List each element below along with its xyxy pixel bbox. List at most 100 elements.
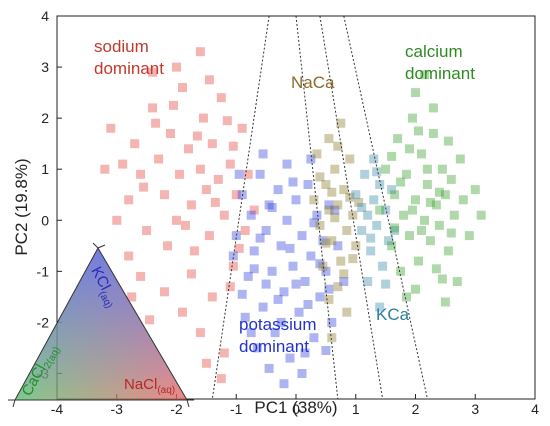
calcium-point bbox=[399, 210, 409, 220]
sodium-point bbox=[216, 93, 226, 103]
y-tick-label: 1 bbox=[41, 161, 49, 177]
calcium-point bbox=[408, 205, 417, 215]
nacagroup-point bbox=[339, 269, 349, 279]
kca-point bbox=[351, 190, 361, 200]
sodium-point bbox=[225, 282, 235, 292]
potassium-point bbox=[252, 343, 262, 353]
nacagroup-point bbox=[324, 134, 334, 144]
kca-point bbox=[363, 210, 373, 220]
potassium-point bbox=[309, 333, 319, 343]
sodium-point bbox=[216, 374, 226, 384]
nacagroup-point bbox=[342, 307, 352, 317]
calcium-point bbox=[476, 210, 486, 220]
kca-point bbox=[384, 236, 394, 246]
calcium-point bbox=[411, 88, 420, 98]
sodium-point bbox=[184, 144, 193, 154]
sodium-point bbox=[142, 226, 152, 235]
calcium-point bbox=[422, 164, 432, 174]
sodium-point bbox=[127, 292, 137, 302]
sodium-point bbox=[237, 123, 247, 133]
calcium-point bbox=[402, 292, 411, 302]
calcium-point bbox=[434, 220, 444, 230]
potassium-point bbox=[258, 149, 268, 159]
kca-point bbox=[357, 226, 367, 235]
potassium-point bbox=[315, 292, 325, 302]
sodium-point bbox=[201, 358, 211, 368]
y-axis-label: PC2 (19.8%) bbox=[12, 158, 31, 255]
sodium-point bbox=[124, 195, 134, 205]
potassium-point bbox=[333, 241, 343, 251]
sodium-point bbox=[213, 174, 223, 184]
calcium-point bbox=[390, 190, 400, 200]
potassium-point bbox=[300, 348, 310, 358]
sodium-point bbox=[139, 182, 149, 192]
calcium-point bbox=[437, 274, 447, 284]
nacagroup-point bbox=[330, 213, 340, 223]
calcium-point bbox=[440, 190, 450, 200]
nacagroup-point bbox=[315, 172, 325, 182]
potassium-point bbox=[327, 317, 337, 327]
sodium-point bbox=[228, 141, 238, 151]
x-tick-label: 4 bbox=[531, 401, 539, 417]
boundary-line-4 bbox=[343, 16, 428, 399]
sodium-point bbox=[207, 292, 217, 302]
potassium-point bbox=[285, 353, 295, 363]
y-tick-label: 2 bbox=[41, 110, 49, 126]
potassium-point bbox=[297, 369, 307, 378]
sodium-point bbox=[124, 251, 134, 261]
sodium-dominant-label: sodium dominant bbox=[94, 37, 164, 78]
y-tick-label: -2 bbox=[37, 314, 50, 330]
sodium-point bbox=[231, 190, 241, 200]
potassium-point bbox=[291, 195, 301, 205]
ternary-tick-left-down bbox=[12, 399, 16, 408]
sodium-point bbox=[175, 169, 184, 179]
nacagroup-point bbox=[342, 226, 352, 235]
nacagroup-point bbox=[336, 256, 346, 266]
y-tick-label: -1 bbox=[37, 263, 50, 279]
potassium-point bbox=[228, 251, 238, 261]
kca-point bbox=[378, 261, 388, 271]
calcium-point bbox=[446, 228, 456, 238]
sodium-point bbox=[100, 164, 110, 174]
potassium-point bbox=[279, 287, 289, 297]
calcium-point bbox=[420, 70, 429, 80]
kca-point bbox=[369, 154, 379, 164]
sodium-point bbox=[186, 200, 196, 210]
calcium-point bbox=[417, 149, 426, 159]
calcium-point bbox=[381, 164, 391, 174]
potassium-point bbox=[297, 231, 307, 241]
x-axis-ticks: -4 -3 -2 -1 0 1 2 3 4 bbox=[51, 394, 539, 417]
calcium-point bbox=[434, 187, 444, 197]
nacagroup-point bbox=[318, 261, 328, 271]
nacagroup-point bbox=[330, 164, 340, 174]
nacagroup-point bbox=[309, 195, 319, 205]
sodium-point bbox=[210, 197, 220, 207]
calcium-point bbox=[446, 174, 456, 184]
sodium-point bbox=[204, 231, 214, 241]
calcium-point bbox=[422, 180, 432, 189]
potassium-point bbox=[267, 266, 277, 276]
sodium-point bbox=[136, 271, 146, 281]
potassium-point bbox=[261, 279, 271, 289]
calcium-point bbox=[414, 126, 423, 136]
calcium-point bbox=[420, 215, 429, 225]
potassium-point bbox=[288, 177, 298, 187]
calcium-point bbox=[428, 129, 438, 138]
calcium-dominant-label: calcium dominant bbox=[405, 42, 475, 83]
calcium-point bbox=[396, 177, 406, 187]
kca-point bbox=[366, 233, 376, 243]
potassium-point bbox=[321, 346, 331, 355]
sodium-point bbox=[198, 113, 208, 123]
sodium-point bbox=[145, 315, 155, 325]
ternary-triangle-outline bbox=[14, 246, 188, 401]
group-boundaries bbox=[211, 16, 428, 399]
potassium-dominant-label: potassium dominant bbox=[239, 315, 321, 356]
kca-point bbox=[366, 246, 376, 256]
kca-point bbox=[375, 180, 385, 189]
sodium-point bbox=[148, 67, 158, 77]
potassium-point bbox=[276, 241, 286, 251]
calcium-point bbox=[387, 241, 397, 251]
sodium-point bbox=[186, 269, 196, 279]
sodium-point bbox=[172, 215, 181, 225]
potassium-point bbox=[243, 271, 253, 281]
